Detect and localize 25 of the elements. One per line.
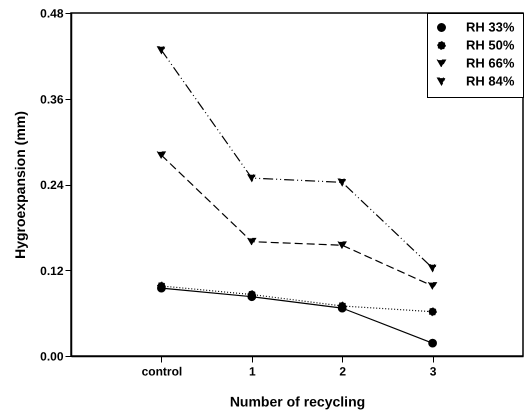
x-tick-label: 1 [248, 364, 256, 378]
point [338, 241, 347, 250]
point [428, 264, 437, 272]
x-tick-label: 2 [339, 364, 346, 378]
y-tick-label: 0.12 [40, 264, 64, 278]
point [247, 238, 256, 246]
y-tick-label: 0.48 [40, 6, 64, 20]
y-axis-title: Hygroexpansion (mm) [12, 111, 28, 259]
y-tick-label: 0.24 [40, 178, 64, 192]
point [428, 282, 437, 290]
point [428, 338, 437, 348]
point [428, 307, 437, 316]
x-tick-label: control [142, 364, 182, 378]
point [247, 174, 256, 182]
legend-label: RH 84% [466, 74, 515, 88]
legend-label: RH 66% [466, 56, 515, 70]
x-axis-title: Number of recycling [230, 394, 366, 410]
point [157, 151, 166, 160]
y-tick-label: 0.00 [40, 350, 64, 364]
y-tick-label: 0.36 [40, 92, 64, 106]
point [338, 178, 347, 186]
x-tick-label: 3 [430, 364, 437, 378]
point [157, 46, 166, 54]
legend-label: RH 50% [466, 38, 515, 52]
legend-label: RH 33% [466, 20, 515, 34]
